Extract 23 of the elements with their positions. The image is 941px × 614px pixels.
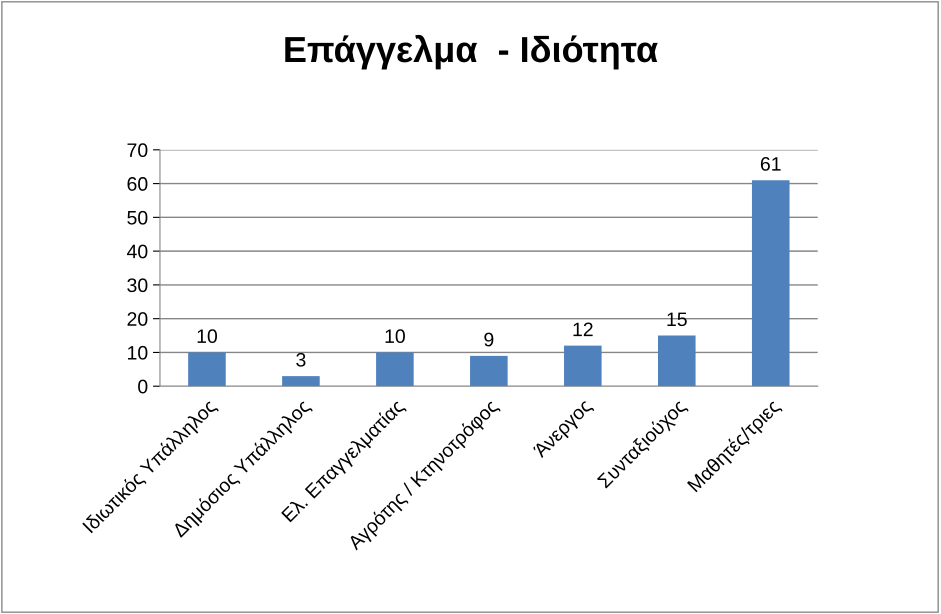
y-tick-label: 70: [128, 143, 148, 158]
y-tick-label: 30: [127, 278, 148, 292]
data-label: 3: [296, 352, 306, 367]
bar: [282, 376, 320, 386]
chart-title: Επάγγελμα - Ιδιότητα: [285, 34, 658, 70]
y-tick-label: 40: [126, 244, 148, 258]
bar: [188, 352, 226, 386]
y-tick-label: 60: [128, 177, 148, 191]
bar: [470, 356, 508, 386]
bar: [752, 180, 790, 386]
bar: [564, 346, 602, 386]
y-tick-label: 20: [128, 312, 148, 326]
data-label: 10: [198, 329, 218, 344]
y-tick-label: 10: [128, 346, 148, 360]
y-tick-label: 0: [138, 380, 148, 394]
data-label: 61: [760, 157, 781, 171]
data-label: 10: [386, 329, 405, 344]
data-label: 15: [667, 312, 687, 326]
data-label: 9: [484, 332, 494, 346]
bar: [376, 352, 414, 386]
y-tick-label: 50: [127, 210, 148, 225]
data-label: 12: [573, 322, 593, 336]
bar: [658, 336, 696, 386]
